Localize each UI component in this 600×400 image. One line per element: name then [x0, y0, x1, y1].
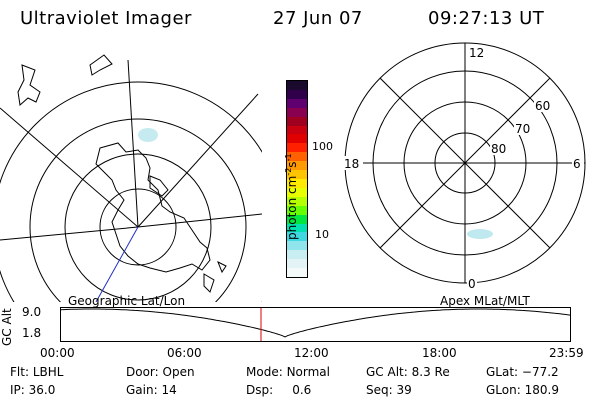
colorbar-segment [287, 187, 307, 197]
geographic-map [0, 54, 262, 302]
colorbar-segment [287, 152, 307, 162]
seq-value: 39 [396, 383, 412, 397]
altitude-min-label: 1.8 [22, 326, 42, 340]
colorbar-segment [287, 143, 307, 153]
lat-circle [29, 118, 247, 302]
auroral-emission [138, 128, 158, 142]
status-glat: GLat: −77.2 [486, 365, 559, 379]
coastline [217, 260, 227, 274]
magnetic-map: 12 18 6 0 60 70 80 [343, 42, 586, 291]
colorbar-segment [287, 178, 307, 188]
meridian-line [137, 213, 262, 228]
mode-value: Normal [286, 365, 330, 379]
time-tick-1800: 18:00 [422, 346, 457, 360]
mlat-label-70: 70 [515, 122, 530, 136]
observation-date: 27 Jun 07 [273, 8, 363, 29]
colorbar-segment [287, 98, 307, 108]
altitude-axis-label: GC Alt [0, 308, 14, 346]
altitude-curve [60, 308, 571, 338]
mlt-line [379, 77, 551, 249]
colorbar-segment [287, 232, 307, 242]
time-tick-0600: 06:00 [167, 346, 202, 360]
gain-value: 14 [161, 383, 177, 397]
mlt-label-6: 6 [573, 157, 581, 171]
glon-value: 180.9 [524, 383, 559, 397]
door-value: Open [162, 365, 195, 379]
altitude-plot [60, 307, 571, 342]
status-ip: IP: 36.0 [10, 383, 56, 397]
colorbar-segment [287, 223, 307, 233]
geographic-map-caption: Geographic Lat/Lon [68, 294, 186, 308]
colorbar-segment [287, 81, 307, 90]
status-gc-alt: GC Alt: 8.3 Re [366, 365, 450, 379]
lat-circle [64, 153, 212, 301]
colorbar-tick-10: 10 [315, 228, 329, 241]
meridian-line [127, 59, 139, 228]
colorbar-segment [287, 196, 307, 206]
meridian-line [137, 93, 259, 228]
status-mode: Mode: Normal [246, 365, 330, 379]
instrument-title: Ultraviolet Imager [20, 8, 192, 29]
filter-value: LBHL [32, 365, 64, 379]
mlt-label-12: 12 [469, 46, 484, 60]
coastline [149, 175, 169, 197]
colorbar-segment [287, 250, 307, 260]
colorbar-tick-100: 100 [312, 140, 333, 153]
status-gain: Gain: 14 [126, 383, 177, 397]
status-door: Door: Open [126, 365, 195, 379]
lat-circle [99, 188, 177, 266]
ip-value: 36.0 [28, 383, 56, 397]
altitude-max-label: 9.0 [22, 305, 42, 319]
lat-circle [0, 81, 262, 302]
colorbar-segment [287, 161, 307, 171]
colorbar-segment [287, 205, 307, 215]
colorbar-segment [287, 134, 307, 144]
meridian-line [0, 107, 139, 228]
colorbar-segment [287, 116, 307, 126]
colorbar-segment [287, 259, 307, 269]
status-filter: Flt: LBHL [10, 365, 64, 379]
time-tick-2359: 23:59 [549, 346, 584, 360]
colorbar-segment [287, 170, 307, 179]
observation-time: 09:27:13 UT [428, 8, 545, 29]
status-dsp: Dsp: 0.6 [246, 383, 312, 397]
gc-alt-value: 8.3 Re [411, 365, 450, 379]
coastline [203, 273, 215, 293]
coastline [17, 64, 41, 106]
magnetic-map-caption: Apex MLat/MLT [440, 294, 530, 308]
colorbar-segment [287, 241, 307, 251]
colorbar-segment [287, 125, 307, 135]
time-tick-0000: 00:00 [40, 346, 75, 360]
auroral-emission [467, 229, 493, 239]
dsp-value: 0.6 [292, 383, 312, 397]
mlt-label-18: 18 [344, 157, 359, 171]
coastline [89, 54, 113, 76]
glat-value: −77.2 [521, 365, 559, 379]
status-seq: Seq: 39 [366, 383, 412, 397]
meridian-line [0, 226, 139, 241]
colorbar-segment [287, 107, 307, 117]
colorbar-unit-label: photon cm-2s-1 [284, 153, 299, 240]
mlat-label-60: 60 [535, 99, 550, 113]
colorbar [286, 80, 308, 278]
satellite-track [95, 226, 139, 302]
mlt-label-0: 0 [468, 277, 476, 291]
antarctica-coastline [95, 142, 211, 273]
colorbar-segment [287, 214, 307, 224]
time-tick-1200: 12:00 [294, 346, 329, 360]
colorbar-segment [287, 89, 307, 99]
status-glon: GLon: 180.9 [486, 383, 559, 397]
colorbar-segment [287, 268, 307, 277]
mlat-label-80: 80 [491, 142, 506, 156]
